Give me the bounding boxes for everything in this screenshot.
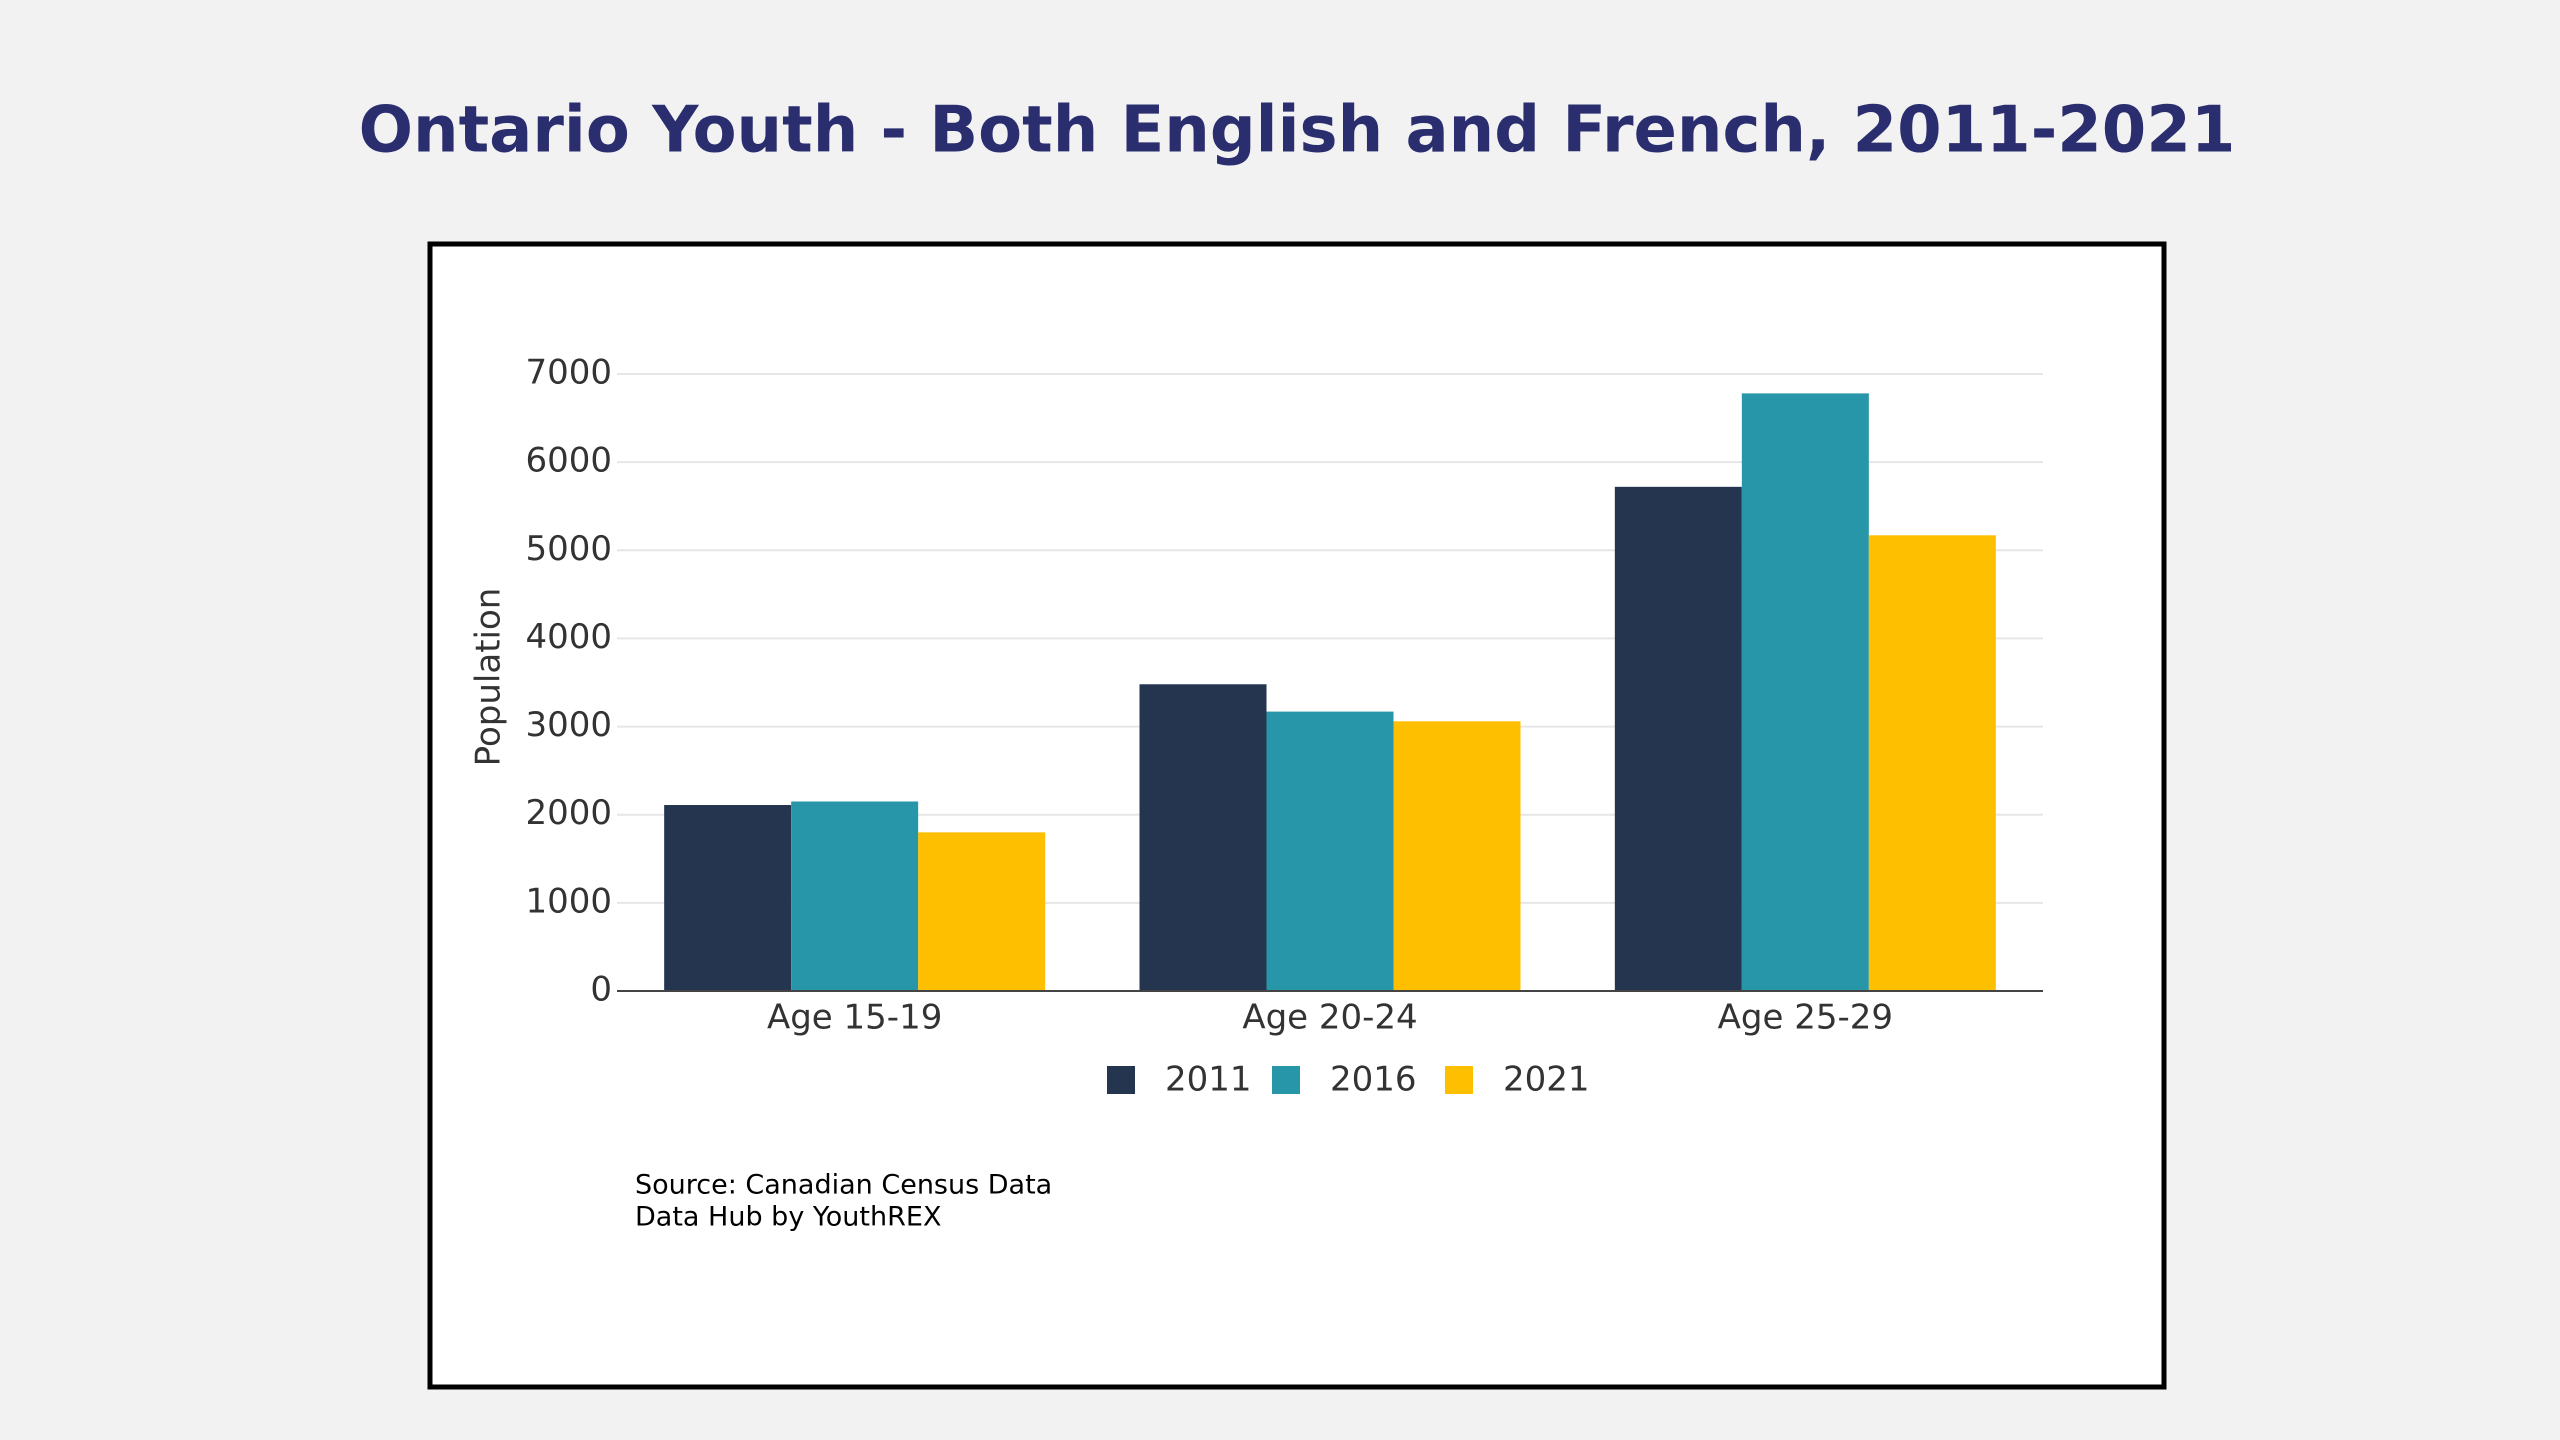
x-tick-label: Age 15-19 bbox=[767, 998, 942, 1038]
bar bbox=[1266, 711, 1394, 991]
y-tick-label: 4000 bbox=[525, 617, 612, 657]
bar bbox=[1741, 393, 1869, 991]
bar bbox=[918, 832, 1046, 991]
bar bbox=[1614, 486, 1742, 991]
y-tick-label: 1000 bbox=[525, 881, 612, 921]
x-tick-label: Age 25-29 bbox=[1718, 998, 1893, 1038]
bar bbox=[1139, 684, 1267, 991]
x-tick-label: Age 20-24 bbox=[1242, 998, 1417, 1038]
legend-swatch bbox=[1272, 1066, 1300, 1094]
source-note: Data Hub by YouthREX bbox=[635, 1202, 941, 1233]
legend-label: 2021 bbox=[1503, 1060, 1590, 1100]
y-tick-label: 5000 bbox=[525, 529, 612, 569]
legend-label: 2016 bbox=[1330, 1060, 1417, 1100]
bar bbox=[1868, 535, 1996, 991]
y-tick-label: 0 bbox=[590, 970, 612, 1010]
legend-swatch bbox=[1107, 1066, 1135, 1094]
bar bbox=[791, 801, 919, 991]
source-note: Source: Canadian Census Data bbox=[635, 1170, 1052, 1201]
y-axis-label: Population bbox=[469, 588, 509, 767]
y-tick-label: 7000 bbox=[525, 353, 612, 393]
legend-label: 2011 bbox=[1165, 1060, 1252, 1100]
y-tick-label: 2000 bbox=[525, 793, 612, 833]
y-tick-label: 3000 bbox=[525, 705, 612, 745]
bar bbox=[1393, 721, 1521, 991]
y-tick-label: 6000 bbox=[525, 441, 612, 481]
legend-swatch bbox=[1445, 1066, 1473, 1094]
bar bbox=[664, 805, 792, 991]
chart-title: Ontario Youth - Both English and French,… bbox=[359, 94, 2236, 168]
